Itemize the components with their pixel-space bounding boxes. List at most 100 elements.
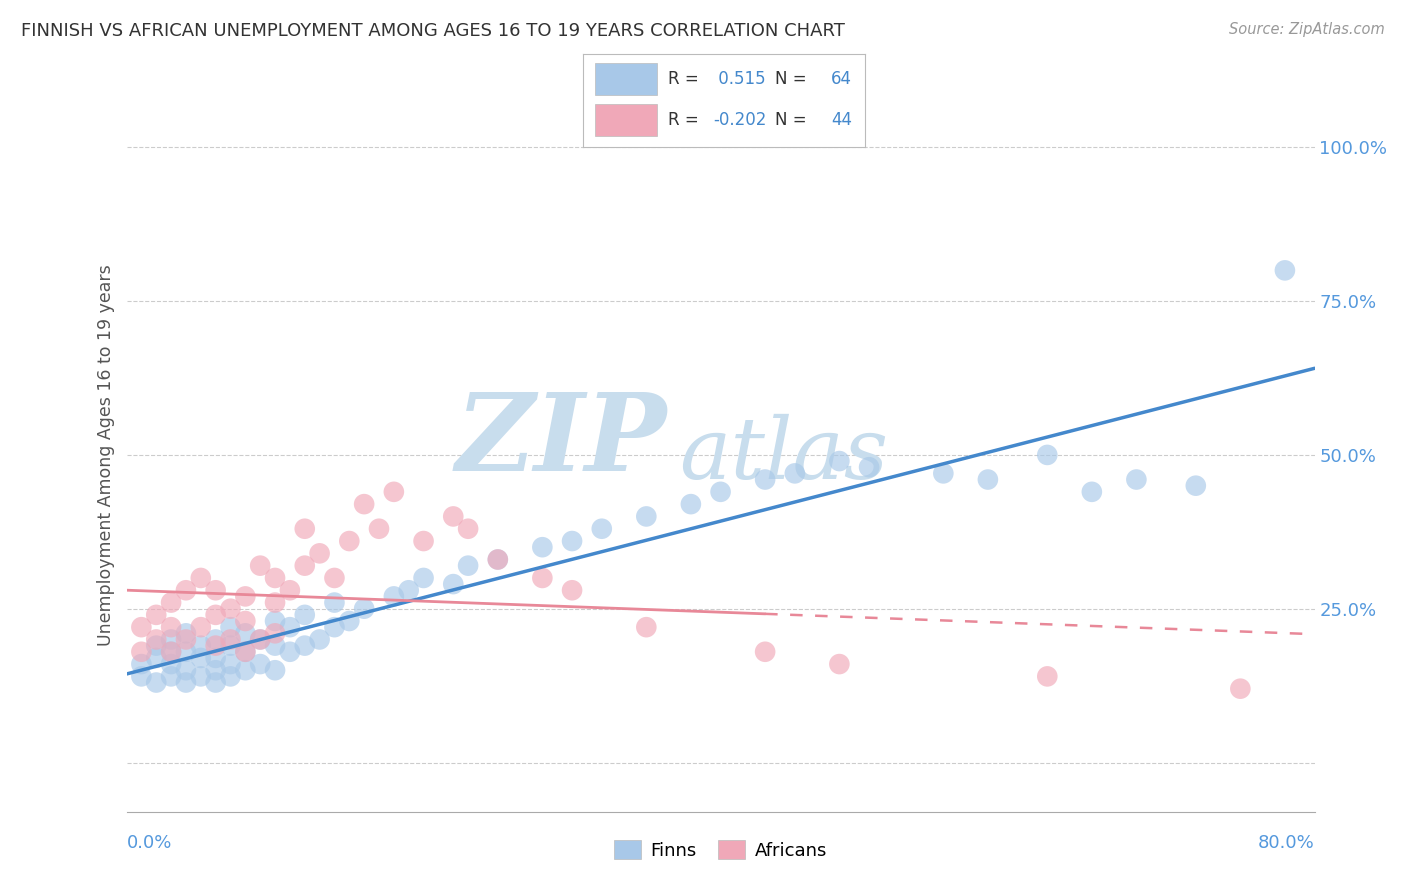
- Point: [337, 534, 360, 549]
- Point: [278, 583, 301, 598]
- Text: FINNISH VS AFRICAN UNEMPLOYMENT AMONG AGES 16 TO 19 YEARS CORRELATION CHART: FINNISH VS AFRICAN UNEMPLOYMENT AMONG AG…: [21, 22, 845, 40]
- Point: [294, 522, 316, 536]
- Point: [145, 651, 167, 665]
- Text: -0.202: -0.202: [713, 111, 766, 129]
- Point: [204, 583, 226, 598]
- Point: [190, 651, 212, 665]
- Text: N =: N =: [775, 70, 811, 87]
- Point: [219, 639, 242, 653]
- Point: [174, 675, 197, 690]
- Point: [1184, 478, 1206, 492]
- Point: [1036, 669, 1059, 683]
- Point: [278, 645, 301, 659]
- Point: [145, 632, 167, 647]
- Point: [1229, 681, 1251, 696]
- Point: [190, 571, 212, 585]
- Point: [249, 632, 271, 647]
- Point: [190, 620, 212, 634]
- Point: [160, 620, 183, 634]
- Text: 0.0%: 0.0%: [127, 834, 172, 852]
- Point: [294, 639, 316, 653]
- Point: [249, 657, 271, 671]
- Point: [323, 620, 346, 634]
- Point: [977, 473, 1000, 487]
- Point: [709, 484, 731, 499]
- Point: [204, 675, 226, 690]
- Point: [382, 590, 405, 604]
- Point: [233, 645, 256, 659]
- Point: [783, 467, 806, 481]
- Text: R =: R =: [668, 111, 704, 129]
- Bar: [595, 63, 657, 95]
- Point: [160, 657, 183, 671]
- Text: 44: 44: [831, 111, 852, 129]
- Point: [249, 632, 271, 647]
- Point: [233, 590, 256, 604]
- Point: [561, 534, 583, 549]
- Point: [264, 614, 287, 628]
- Point: [308, 546, 330, 560]
- Point: [190, 669, 212, 683]
- Point: [278, 620, 301, 634]
- Point: [145, 639, 167, 653]
- Point: [441, 509, 464, 524]
- Point: [486, 552, 509, 566]
- Point: [932, 467, 955, 481]
- Point: [679, 497, 702, 511]
- Y-axis label: Unemployment Among Ages 16 to 19 years: Unemployment Among Ages 16 to 19 years: [97, 264, 115, 646]
- Point: [858, 460, 880, 475]
- Bar: [595, 104, 657, 136]
- Point: [412, 534, 434, 549]
- Point: [174, 663, 197, 677]
- Point: [264, 639, 287, 653]
- Point: [457, 522, 479, 536]
- Point: [219, 620, 242, 634]
- Point: [264, 596, 287, 610]
- Point: [204, 663, 226, 677]
- Point: [323, 571, 346, 585]
- Text: R =: R =: [668, 70, 704, 87]
- Text: 0.515: 0.515: [713, 70, 765, 87]
- Point: [219, 669, 242, 683]
- Point: [486, 552, 509, 566]
- Point: [204, 607, 226, 622]
- Point: [219, 601, 242, 615]
- Point: [204, 651, 226, 665]
- Point: [264, 626, 287, 640]
- Point: [636, 620, 658, 634]
- Point: [353, 497, 375, 511]
- Point: [145, 675, 167, 690]
- Point: [353, 601, 375, 615]
- Point: [531, 540, 554, 554]
- Text: N =: N =: [775, 111, 811, 129]
- Point: [1274, 263, 1296, 277]
- Point: [219, 632, 242, 647]
- Point: [160, 669, 183, 683]
- Point: [754, 473, 776, 487]
- Point: [131, 669, 153, 683]
- Point: [233, 614, 256, 628]
- Point: [204, 632, 226, 647]
- Point: [160, 645, 183, 659]
- Point: [591, 522, 613, 536]
- Point: [219, 657, 242, 671]
- Point: [457, 558, 479, 573]
- Point: [828, 657, 851, 671]
- Point: [174, 626, 197, 640]
- Point: [308, 632, 330, 647]
- Point: [323, 596, 346, 610]
- Text: 64: 64: [831, 70, 852, 87]
- Point: [204, 639, 226, 653]
- Text: atlas: atlas: [679, 414, 889, 496]
- Point: [441, 577, 464, 591]
- Point: [1036, 448, 1059, 462]
- Point: [264, 663, 287, 677]
- Point: [531, 571, 554, 585]
- Point: [160, 645, 183, 659]
- Point: [233, 645, 256, 659]
- Point: [264, 571, 287, 585]
- Text: Source: ZipAtlas.com: Source: ZipAtlas.com: [1229, 22, 1385, 37]
- Point: [160, 596, 183, 610]
- Point: [828, 454, 851, 468]
- Point: [412, 571, 434, 585]
